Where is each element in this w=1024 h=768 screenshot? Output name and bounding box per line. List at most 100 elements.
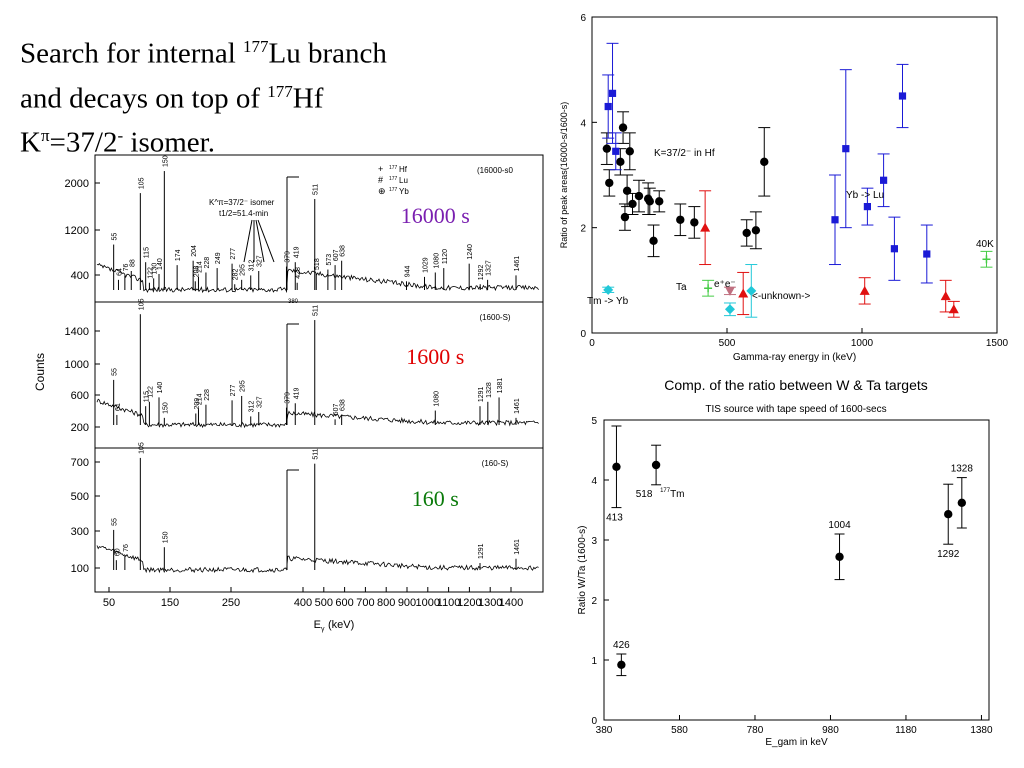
peak-label: 76 [123, 264, 130, 272]
peak-label: 1328 [486, 382, 493, 398]
x-tick-label: 50 [103, 597, 115, 609]
wta-chart: Comp. of the ratio between W & Ta target… [577, 377, 993, 748]
y-axis-label: Ratio W/Ta (1600-s) [577, 526, 588, 615]
peak-label: 249 [215, 252, 222, 264]
x-axis-label: E_gam in keV [765, 737, 828, 748]
peak-label: 61 [115, 403, 122, 411]
x-tick-label: 0 [589, 338, 595, 349]
peak-label: 55 [112, 368, 119, 376]
x-tick-label: 1300 [478, 597, 502, 609]
x-axis-label-unit: (keV) [328, 619, 354, 631]
data-point [746, 285, 757, 296]
data-point [690, 218, 699, 227]
annotation-unknown: <-unknown-> [752, 291, 811, 302]
legend-mass: 177 [389, 187, 398, 193]
data-point [751, 226, 761, 235]
series-cross [702, 250, 993, 297]
data-point [859, 285, 870, 295]
y-tick-label: 4 [580, 118, 586, 129]
panel-tag: (160-S) [482, 459, 509, 468]
peak-label: 105 [138, 177, 145, 189]
data-point [655, 197, 664, 206]
peak-label: 419 [293, 246, 300, 258]
legend-entry: Yb [399, 187, 409, 196]
y-tick-label: 500 [71, 491, 89, 503]
legend-entry: Hf [399, 165, 408, 174]
isomer-arrow [255, 219, 265, 263]
peak-label: 607 [333, 249, 340, 261]
peak-label: 419 [293, 387, 300, 399]
data-point [831, 216, 839, 224]
data-point [608, 89, 617, 97]
peak-label: 174 [175, 249, 182, 261]
peak-label: 379 [284, 251, 291, 263]
x-tick-label: 1180 [895, 725, 917, 736]
y-tick-label: 6 [580, 13, 586, 24]
data-point [618, 123, 628, 132]
panel-time-label: 16000 s [401, 203, 470, 228]
chart-title: Comp. of the ratio between W & Ta target… [664, 377, 928, 393]
data-point [940, 291, 951, 301]
data-point [617, 660, 626, 669]
annotation-ta: Ta [676, 282, 687, 293]
data-point [602, 144, 612, 153]
y-tick-label: 3 [591, 536, 597, 547]
x-axis-label: Gamma-ray energy in (keV) [733, 352, 856, 363]
x-tick-label: 1400 [499, 597, 523, 609]
data-point [842, 145, 850, 153]
y-tick-label: 5 [591, 416, 597, 427]
peak-label: 1240 [467, 244, 474, 260]
peak-label: 638 [340, 245, 347, 257]
data-point [616, 157, 625, 167]
x-tick-label: 1000 [416, 597, 440, 609]
x-tick-label: 1100 [437, 597, 461, 609]
peak-label: 55 [112, 518, 119, 526]
annotation-tm-yb: Tm -> Yb [587, 296, 629, 307]
data-point [724, 304, 735, 315]
data-point [742, 228, 751, 238]
peak-label: 60 [114, 548, 121, 556]
peak-label: 76 [123, 544, 130, 552]
peak-label: 511 [313, 184, 320, 195]
data-point [651, 460, 661, 470]
data-point [898, 92, 907, 100]
data-point [649, 236, 658, 246]
plot-frame [591, 16, 998, 334]
data-point [645, 197, 654, 206]
spectra-legend: +177 Hf# 177 Lu⊕ 177 Yb [378, 164, 409, 196]
peak-label: 140 [157, 382, 164, 394]
data-point [622, 186, 632, 195]
data-point [700, 222, 711, 232]
peak-label: 150 [162, 402, 169, 414]
x-tick-label: 500 [315, 597, 333, 609]
y-tick-label: 0 [580, 329, 586, 340]
legend-mass: 177 [389, 165, 398, 171]
data-point [880, 176, 888, 184]
series-diamond [602, 264, 758, 318]
peak-label: 208 [193, 266, 200, 278]
y-tick-label: 600 [71, 390, 89, 402]
point-label: 1328 [951, 464, 974, 475]
peak-label: 115 [144, 391, 151, 402]
peak-label: 327 [257, 396, 264, 408]
x-tick-label: 780 [747, 725, 764, 736]
x-tick-label: 250 [222, 597, 240, 609]
y-tick-label: 0 [591, 716, 597, 727]
y-tick-label: 1000 [65, 359, 89, 371]
point-label: 426 [613, 640, 630, 651]
panel-frame [94, 154, 544, 303]
data-point [603, 284, 614, 295]
data-point [957, 498, 967, 507]
point-label-mass: 177 [660, 488, 671, 494]
point-label: 1004 [828, 520, 851, 531]
series-triangle-down [723, 286, 736, 296]
peak-label: 214 [196, 261, 203, 273]
peak-label: 312 [249, 401, 256, 413]
peak-label: 511 [313, 448, 320, 459]
x-tick-label: 1000 [851, 338, 874, 349]
peak-label: 277 [230, 248, 237, 260]
y-tick-label: 100 [71, 563, 89, 575]
x-tick-label: 150 [161, 597, 179, 609]
x-tick-label: 900 [398, 597, 416, 609]
panel-tag: (1600-S) [479, 313, 510, 322]
